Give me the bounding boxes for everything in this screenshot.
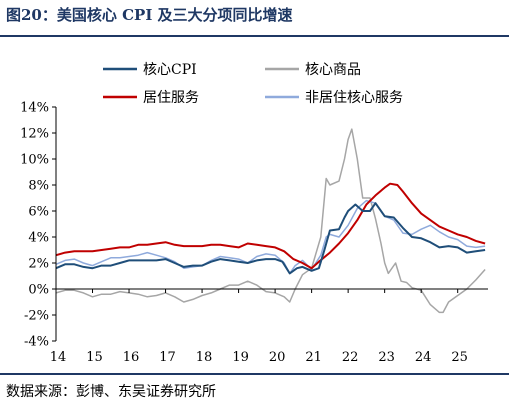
y-tick-label: 0% (28, 283, 49, 298)
figure-source: 数据来源：彭博、东吴证券研究所 (6, 384, 216, 400)
legend-label: 居住服务 (143, 90, 199, 106)
y-tick-label: 10% (20, 153, 49, 168)
axes-layer: -4% -2% 0% 2% 4% 6% 8% 10% 12% 14% 14 15 16 17 18 19 20 2… (20, 101, 488, 365)
series-line (55, 202, 486, 275)
x-tick-label: 20 (269, 350, 286, 365)
y-tick-label: 4% (28, 231, 49, 246)
y-tick-label: 2% (28, 257, 49, 272)
x-tick-label: 19 (232, 350, 249, 365)
x-tick-label: 15 (86, 350, 103, 365)
legend-label: 核心商品 (305, 62, 361, 78)
y-tick-label: -2% (24, 309, 49, 324)
series-layer (55, 128, 486, 314)
x-tick-label: 25 (451, 350, 468, 365)
legend-label: 非居住核心服务 (305, 90, 403, 106)
title-divider (0, 35, 509, 37)
y-tick-label: 8% (28, 179, 49, 194)
x-tick-label: 22 (342, 350, 359, 365)
y-tick-label: 6% (28, 205, 49, 220)
x-tick-label: 18 (196, 350, 213, 365)
y-tick-label: 12% (20, 127, 49, 142)
x-tick-label: 23 (378, 350, 395, 365)
series-line (55, 128, 486, 314)
x-tick-label: 16 (123, 350, 140, 365)
x-tick-label: 14 (50, 350, 67, 365)
source-divider (0, 373, 509, 375)
legend-label: 核心CPI (143, 62, 197, 78)
x-tick-label: 21 (305, 350, 322, 365)
y-tick-label: 14% (20, 101, 49, 116)
figure-title: 图20：美国核心 CPI 及三大分项同比增速 (6, 6, 293, 24)
x-tick-label: 24 (415, 350, 432, 365)
y-tick-label: -4% (24, 335, 49, 350)
series-line (55, 182, 486, 270)
x-tick-label: 17 (159, 350, 176, 365)
